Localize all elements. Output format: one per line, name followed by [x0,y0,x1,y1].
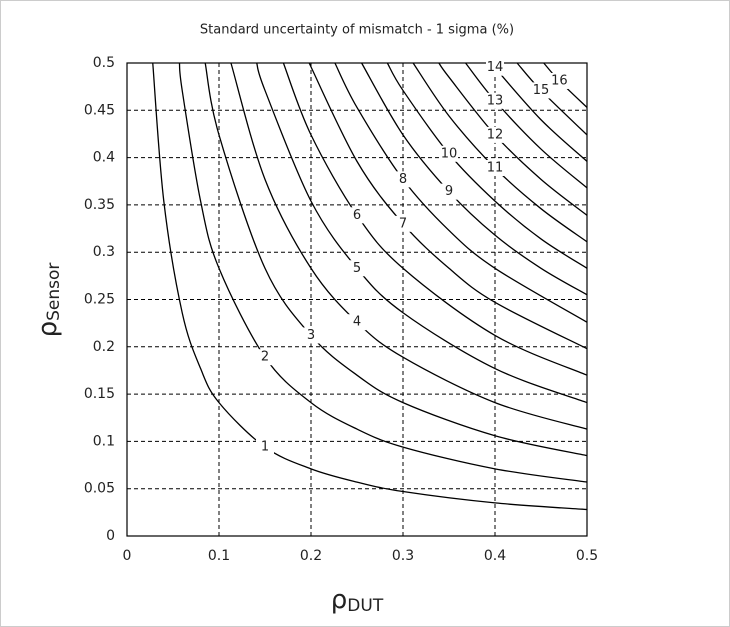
contour-label: 15 [533,83,550,98]
x-label-sub: DUT [347,596,384,616]
contour-label-bg [550,72,569,89]
contour-label: 1 [261,440,269,455]
x-tick-label: 0.2 [300,548,322,564]
x-tick-label: 0.4 [484,548,506,564]
y-tick-label: 0.5 [93,55,115,71]
y-label-symbol: ρ [33,321,63,338]
x-tick-label: 0.3 [392,548,414,564]
contour-label-bg [532,82,550,99]
y-axis-label: ρSensor [33,263,65,338]
contour-label: 3 [307,328,315,343]
x-label-symbol: ρ [331,585,348,615]
contour-line [282,62,588,376]
y-tick-label: 0 [106,528,115,544]
contour-line [361,62,588,296]
contour-label-bg [486,160,504,177]
y-tick-label: 0.05 [84,481,115,497]
y-label-sub: Sensor [44,263,64,321]
contour-label: 8 [399,172,407,187]
x-tick-label: 0.5 [576,548,598,564]
contour-label-bg [256,349,274,366]
contour-label-bg [486,92,504,109]
y-tick-label: 0.35 [84,197,115,213]
contour-line [386,62,588,269]
contour-label-bg [302,327,320,344]
contour-label: 5 [353,261,361,276]
y-tick-label: 0.15 [84,386,115,402]
chart-title: Standard uncertainty of mismatch - 1 sig… [200,23,514,38]
x-tick-label: 0.1 [208,548,230,564]
contour-line [334,62,588,323]
contour-label: 6 [353,208,361,223]
contour-line [465,62,588,189]
contour-label: 4 [353,315,361,330]
y-tick-label: 0.45 [84,102,115,118]
y-tick-label: 0.4 [93,150,115,166]
contour-label-bg [348,207,366,224]
contour-line [178,62,588,483]
plot-area [126,62,588,537]
x-axis-label: ρDUT [331,585,384,617]
contour-label-bg [256,439,274,456]
contour-line [204,62,588,457]
contour-label: 12 [487,127,504,142]
contour-label-bg [486,59,504,76]
contour-label-bg [394,215,412,232]
contour-label: 9 [445,184,453,199]
contour-label: 7 [399,216,407,231]
contour-label-bg [348,314,366,331]
x-tick-label: 0 [123,548,132,564]
y-tick-label: 0.1 [93,433,115,449]
contour-label: 14 [487,60,504,75]
contour-label-bg [486,126,504,143]
y-tick-label: 0.25 [84,292,115,308]
contour-label: 13 [487,93,504,108]
contour-label-bg [440,145,458,162]
y-tick-label: 0.3 [93,244,115,260]
contour-line [308,62,588,350]
contour-label: 10 [441,146,458,161]
contour-label-bg [348,260,366,277]
contour-label: 2 [261,350,269,365]
contour-label-bg [440,183,458,200]
contour-label-bg [394,171,412,188]
y-tick-label: 0.2 [93,339,115,355]
contour-label: 11 [487,161,504,176]
contour-label: 16 [551,73,568,88]
